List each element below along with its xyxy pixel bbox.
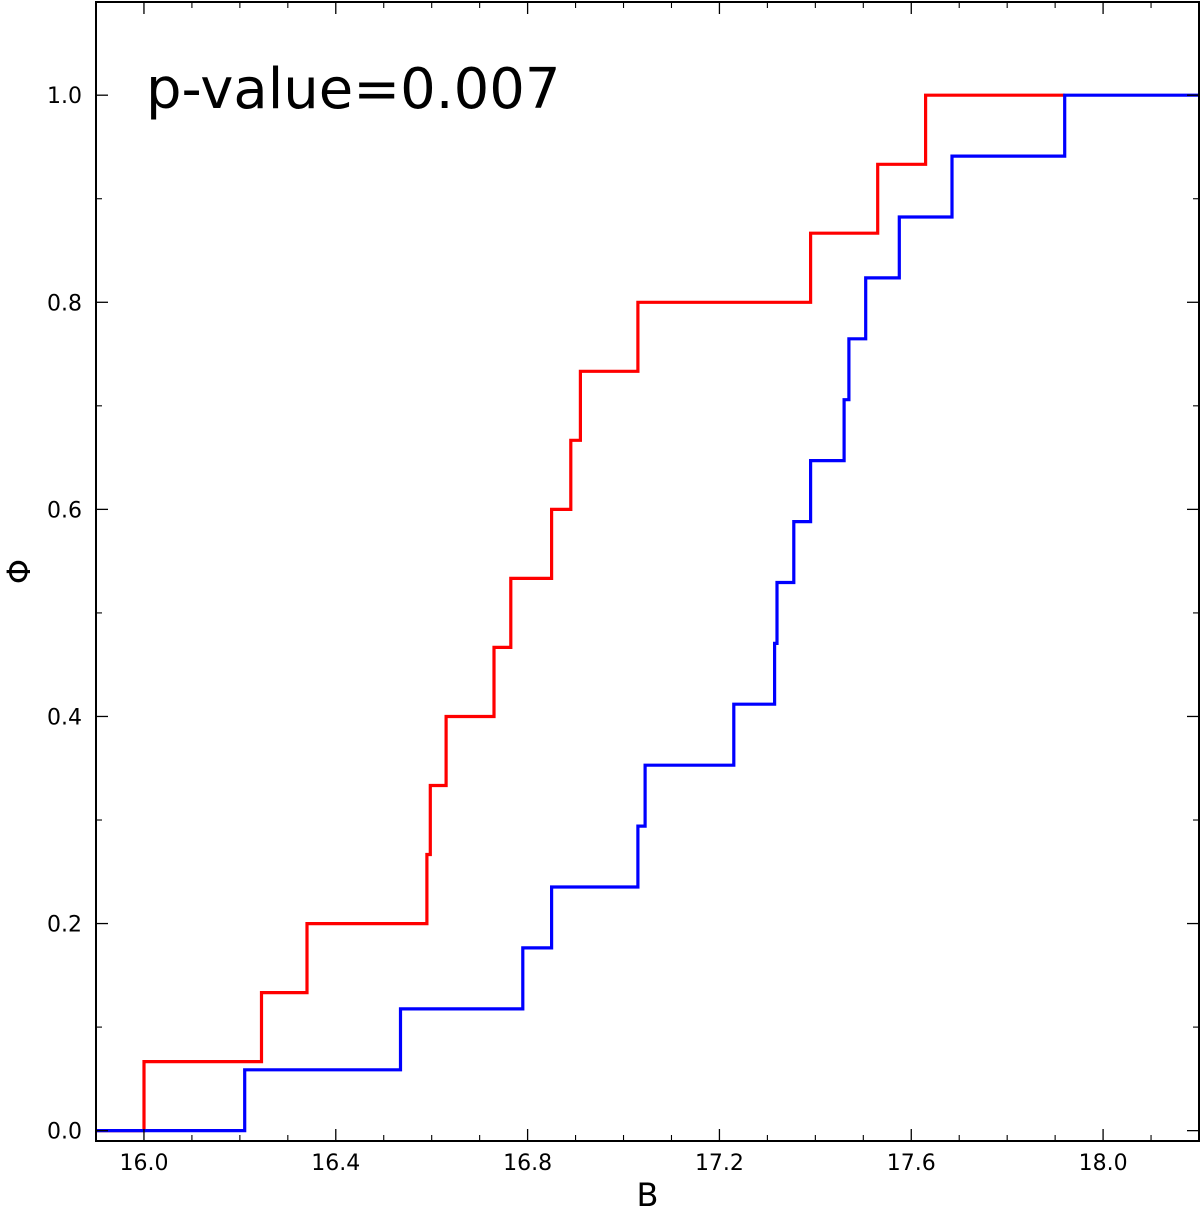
y-tick-label: 0.4 <box>47 705 82 730</box>
y-tick-label: 0.6 <box>47 498 82 523</box>
x-tick-label: 17.6 <box>887 1151 936 1176</box>
series-line-red <box>96 93 1065 1133</box>
y-tick-label: 0.0 <box>47 1120 82 1145</box>
plot-frame <box>95 1 1200 1142</box>
x-tick-label: 16.0 <box>119 1151 168 1176</box>
x-tick-label: 16.8 <box>503 1151 552 1176</box>
x-tick-label: 17.2 <box>695 1151 744 1176</box>
y-axis-label: Φ <box>0 559 38 584</box>
y-tick-label: 0.2 <box>47 913 82 938</box>
y-tick-label: 0.8 <box>47 291 82 316</box>
y-tick-label: 1.0 <box>47 84 82 109</box>
p-value-annotation: p-value=0.007 <box>146 57 560 122</box>
x-tick-label: 18.0 <box>1079 1151 1128 1176</box>
x-tick-label: 16.4 <box>311 1151 360 1176</box>
x-axis-label: B <box>637 1176 659 1212</box>
tick-layer: 16.0 16.4 16.8 17.2 17.6 18.0 0.0 0.2 0.4 0.6 0.8 1… <box>47 2 1200 1176</box>
series-layer <box>96 93 1199 1133</box>
series-line-blue <box>96 93 1199 1133</box>
